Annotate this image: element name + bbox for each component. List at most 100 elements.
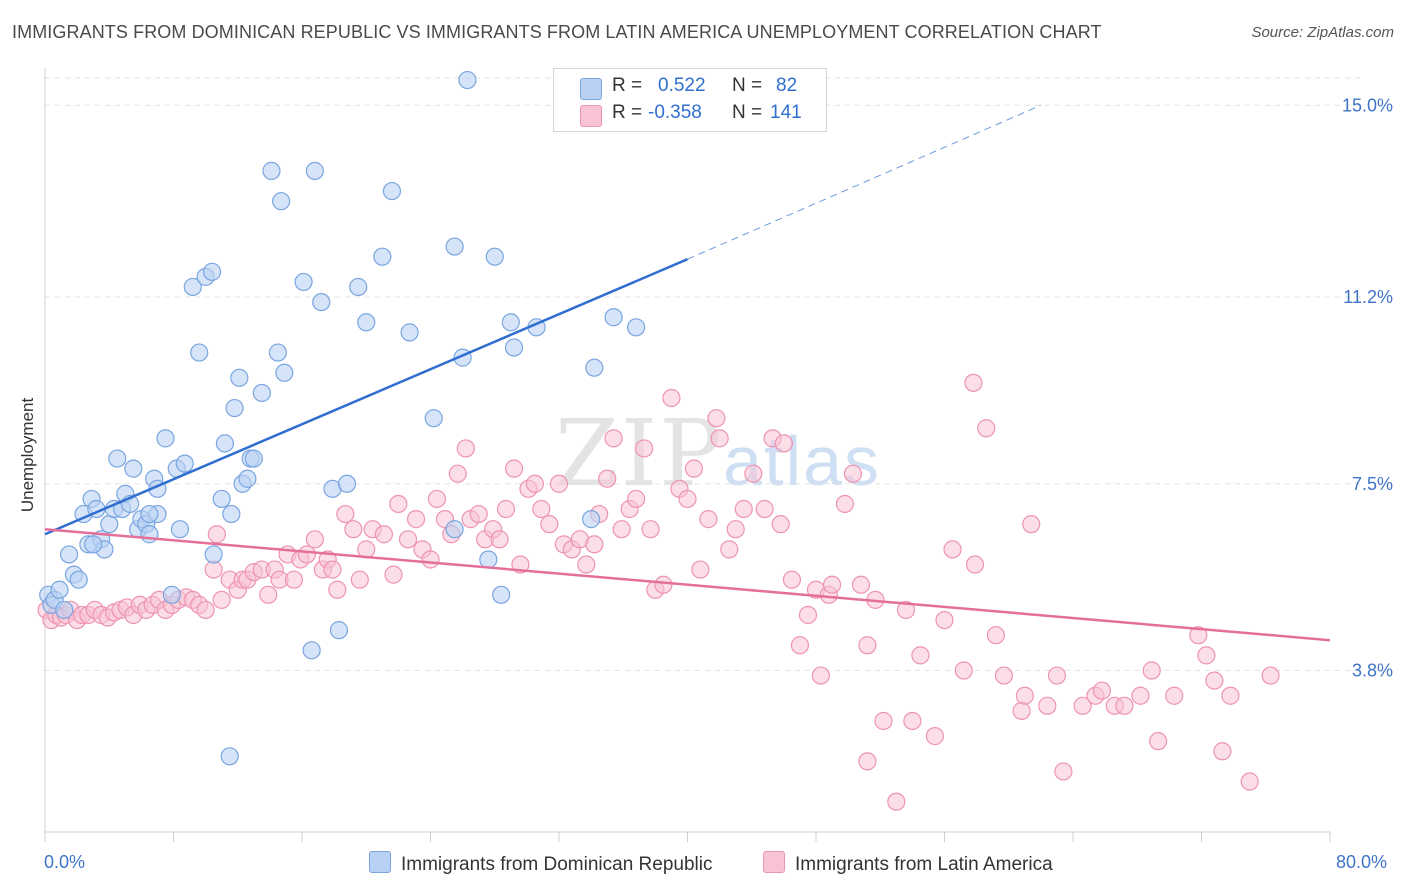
latin-america-point [259, 585, 278, 604]
dominican-republic-point [275, 363, 294, 382]
blue-swatch [369, 851, 391, 873]
latin-america-point [798, 605, 818, 625]
latin-america-point [598, 469, 617, 488]
latin-america-point [504, 459, 524, 478]
latin-america-point [344, 520, 363, 539]
latin-america-point [641, 520, 660, 539]
dominican-republic-point [55, 600, 74, 620]
stats-legend: R = 0.522 N = 82 R = -0.358 N = 141 [553, 68, 827, 132]
y-tick-label: 7.5% [1352, 474, 1393, 494]
dominican-republic-point [504, 338, 524, 357]
latin-america-point [1015, 686, 1034, 705]
latin-america-point [207, 525, 226, 544]
dominican-republic-point [329, 621, 349, 640]
latin-america-point [384, 565, 403, 584]
latin-america-point [406, 510, 426, 529]
r-label: R = [612, 75, 643, 96]
dominican-republic-point [626, 318, 646, 337]
latin-america-point [532, 499, 551, 519]
latin-america-point [887, 792, 906, 811]
latin-america-point [1189, 626, 1208, 645]
latin-america-point [196, 600, 215, 620]
latin-america-point [782, 570, 802, 589]
dominican-republic-point [294, 272, 313, 292]
latin-america-point [771, 515, 790, 534]
stats-row-dominican: R = 0.522 N = 82 [554, 75, 826, 101]
latin-america-point [896, 600, 916, 620]
latin-america-point [525, 474, 545, 493]
dominican-trend-line [44, 258, 688, 536]
dominican-republic-point [501, 313, 520, 332]
latin-america-point [707, 409, 726, 428]
dominican-republic-point [190, 343, 209, 362]
latin-america-point [1131, 686, 1150, 705]
latin-america-point [389, 494, 408, 514]
dominican-republic-point [424, 409, 443, 428]
latin-america-point [305, 530, 324, 549]
latin-america-point [964, 373, 983, 392]
latin-america-point [284, 570, 304, 589]
dominican-republic-point [162, 585, 181, 604]
latin-america-point [654, 575, 673, 594]
dominican-republic-point [262, 161, 281, 180]
latin-america-point [874, 711, 893, 731]
dominican-republic-point [238, 469, 257, 488]
dominican-republic-point [230, 368, 249, 387]
watermark: ZIPatlas [555, 400, 882, 507]
pink-swatch [763, 851, 785, 873]
dominican-republic-point [220, 747, 239, 766]
dominican-republic-point [69, 570, 88, 589]
latin-america-point [204, 560, 223, 579]
dominican-republic-point [382, 181, 402, 201]
legend-item-latin: Immigrants from Latin America [763, 851, 1053, 876]
latin-america-point [1165, 686, 1184, 705]
latin-america-point [1261, 666, 1280, 685]
n-value: 141 [770, 102, 802, 123]
dominican-republic-point [485, 247, 504, 266]
latin-america-point [398, 530, 418, 549]
dominican-republic-point [312, 293, 331, 312]
dominican-republic-point [604, 308, 623, 327]
dominican-republic-point [479, 550, 498, 569]
latin-america-point [374, 525, 394, 544]
legend-label: Immigrants from Latin America [795, 854, 1053, 875]
dominican-republic-point [272, 192, 291, 211]
latin-america-point [1221, 686, 1240, 705]
latin-america-point [540, 515, 559, 534]
latin-america-points [37, 373, 1280, 811]
latin-america-point [699, 510, 718, 529]
latin-america-point [994, 666, 1014, 685]
dominican-republic-point [212, 489, 231, 509]
latin-america-point [851, 575, 871, 594]
dominican-republic-point [222, 504, 241, 524]
dominican-trend-extension [687, 104, 1042, 260]
dominican-republic-points [39, 70, 646, 766]
dominican-republic-point [59, 545, 79, 564]
latin-america-point [925, 727, 944, 746]
dominican-republic-point [183, 277, 202, 297]
latin-america-point [427, 489, 447, 509]
latin-america-point [549, 474, 569, 493]
chart-title: IMMIGRANTS FROM DOMINICAN REPUBLIC VS IM… [12, 22, 1102, 42]
latin-america-point [858, 752, 877, 771]
latin-america-point [822, 575, 842, 594]
dominican-republic-point [100, 515, 119, 534]
latin-america-point [1142, 661, 1161, 680]
latin-america-point [585, 535, 604, 554]
latin-america-point [911, 646, 930, 665]
y-tick-label: 15.0% [1342, 95, 1393, 115]
latin-america-point [986, 626, 1006, 645]
latin-america-point [965, 555, 985, 574]
latin-america-point [935, 610, 954, 630]
trend-lines [44, 104, 1331, 642]
latin-america-trend-line [44, 527, 1331, 642]
dominican-republic-point [124, 459, 143, 478]
dominican-republic-point [108, 449, 127, 468]
r-value: 0.522 [658, 75, 706, 96]
latin-america-point [577, 555, 596, 574]
legend-label: Immigrants from Dominican Republic [401, 854, 713, 875]
dominican-republic-point [84, 535, 103, 554]
latin-america-point [604, 429, 623, 448]
pink-swatch [580, 105, 602, 127]
dominican-republic-point [204, 545, 223, 564]
